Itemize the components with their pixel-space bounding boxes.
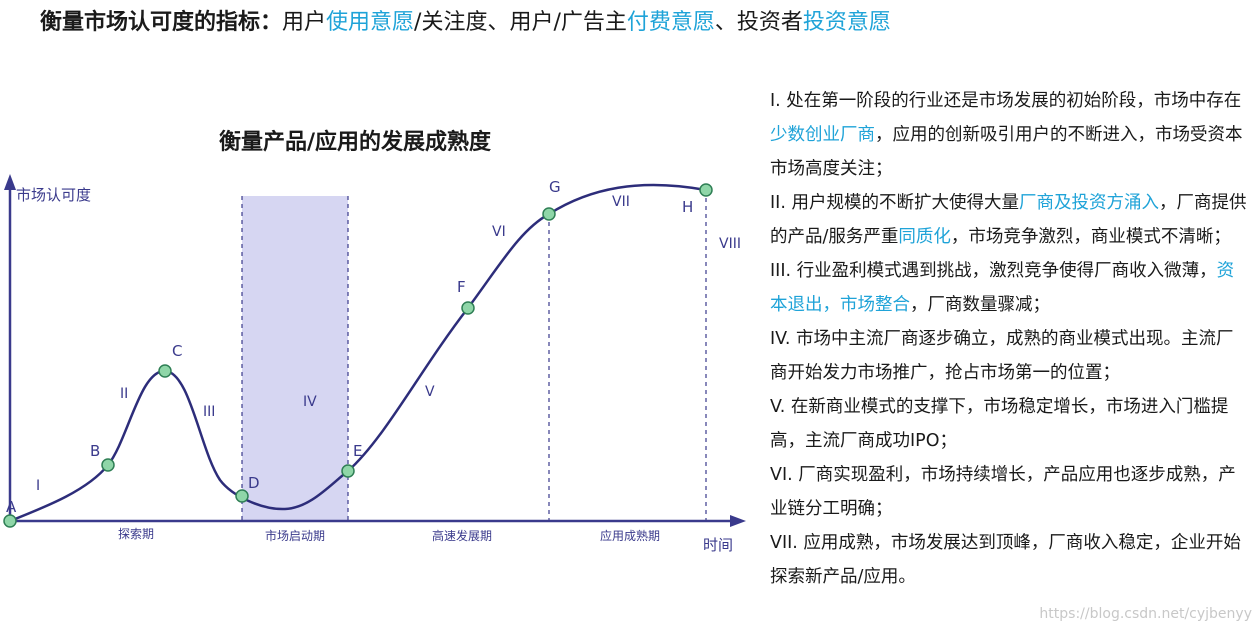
stage-note: III. 行业盈利模式遇到挑战，激烈竞争使得厂商收入微薄，资本退出，市场整合，厂… (770, 254, 1248, 322)
point-label: D (248, 474, 260, 492)
maturity-curve-diagram: 市场认可度 时间 探索期 市场启动期 高速发展期 应用成熟期 A B C D E… (3, 174, 746, 554)
watermark: https://blog.csdn.net/cyjbenyy (1039, 606, 1252, 622)
stage-note: VI. 厂商实现盈利，市场持续增长，产品应用也逐步成熟，产业链分工明确； (770, 458, 1248, 526)
stage-note: I. 处在第一阶段的行业还是市场发展的初始阶段，市场中存在少数创业厂商，应用的创… (770, 84, 1248, 186)
stage-label: III (203, 404, 215, 420)
headline-part-highlight: 投资意愿 (802, 10, 891, 35)
headline: 衡量市场认可度的指标：用户使用意愿/关注度、用户/广告主付费意愿、投资者投资意愿 (40, 6, 891, 40)
stage-note: II. 用户规模的不断扩大使得大量厂商及投资方涌入，厂商提供的产品/服务严重同质… (770, 186, 1248, 254)
note-text: ，市场竞争激烈，商业模式不清晰； (950, 227, 1231, 247)
stage-label: II (120, 386, 128, 402)
note-text: ，厂商数量骤减； (910, 295, 1050, 315)
note-text: VI. 厂商实现盈利，市场持续增长，产品应用也逐步成熟，产业链分工明确； (770, 465, 1236, 519)
headline-part-highlight: 付费意愿 (626, 10, 715, 35)
note-text: VII. 应用成熟，市场发展达到顶峰，厂商收入稳定，企业开始探索新产品/应用。 (770, 533, 1241, 587)
note-text: I. 处在第一阶段的行业还是市场发展的初始阶段，市场中存在 (770, 91, 1242, 111)
stage-note: V. 在新商业模式的支撑下，市场稳定增长，市场进入门槛提高，主流厂商成功IPO； (770, 390, 1248, 458)
y-axis-arrow-icon (4, 174, 16, 190)
node-a (3, 514, 17, 528)
point-label: A (6, 498, 17, 516)
headline-part: 用户 (282, 10, 327, 35)
node-f (461, 301, 475, 315)
point-label: H (682, 198, 693, 216)
note-highlight: 厂商及投资方涌入 (1018, 193, 1159, 213)
point-labels: A B C D E F G H (6, 178, 693, 516)
node-e (341, 464, 355, 478)
stage-labels: I II III IV V VI VII VIII (36, 194, 741, 494)
y-axis-label: 市场认可度 (16, 186, 91, 204)
node-c (158, 364, 172, 378)
stage-label: VI (492, 224, 506, 240)
x-axis-arrow-icon (730, 515, 746, 527)
point-label: E (353, 442, 362, 460)
headline-part: 、投资者 (714, 10, 803, 35)
stage-label: VIII (719, 236, 741, 252)
headline-lead: 衡量市场认可度的指标： (40, 10, 283, 35)
diagram-title: 衡量产品/应用的发展成熟度 (218, 130, 492, 155)
point-label: F (457, 278, 466, 296)
phase-label: 市场启动期 (265, 528, 325, 543)
headline-part-highlight: 使用意愿 (326, 10, 415, 35)
curve-nodes (3, 183, 713, 528)
note-highlight: 少数创业厂商 (770, 125, 875, 145)
note-highlight: 资本退出，市场整合 (770, 261, 1235, 315)
stage-label: IV (303, 394, 317, 410)
stage-label: V (425, 384, 435, 400)
market-launch-band (242, 196, 348, 520)
note-text: V. 在新商业模式的支撑下，市场稳定增长，市场进入门槛提高，主流厂商成功IPO； (770, 397, 1229, 451)
note-highlight: 同质化 (898, 227, 951, 247)
phase-label: 探索期 (118, 527, 154, 541)
note-text: II. 用户规模的不断扩大使得大量 (770, 193, 1019, 213)
node-g (542, 207, 556, 221)
point-label: G (549, 178, 561, 196)
x-axis-label: 时间 (703, 536, 733, 554)
stage-note: IV. 市场中主流厂商逐步确立，成熟的商业模式出现。主流厂商开始发力市场推广，抢… (770, 322, 1248, 390)
stage-notes: I. 处在第一阶段的行业还是市场发展的初始阶段，市场中存在少数创业厂商，应用的创… (770, 84, 1248, 594)
point-label: B (90, 442, 100, 460)
note-text: IV. 市场中主流厂商逐步确立，成熟的商业模式出现。主流厂商开始发力市场推广，抢… (770, 329, 1234, 383)
stage-label: VII (612, 194, 630, 210)
note-text: ，厂商提供的产品/服务严重 (770, 193, 1247, 247)
phase-label: 高速发展期 (432, 528, 492, 543)
node-h (699, 183, 713, 197)
note-text: III. 行业盈利模式遇到挑战，激烈竞争使得厂商收入微薄， (770, 261, 1217, 281)
headline-part: /关注度、用户/广告主 (414, 10, 627, 35)
stage-note: VII. 应用成熟，市场发展达到顶峰，厂商收入稳定，企业开始探索新产品/应用。 (770, 526, 1248, 594)
stage-label: I (36, 478, 40, 494)
maturity-curve (9, 183, 707, 523)
phase-label: 应用成熟期 (600, 528, 660, 543)
node-d (235, 489, 249, 503)
point-label: C (172, 342, 182, 360)
note-text: ，应用的创新吸引用户的不断进入，市场受资本市场高度关注； (770, 125, 1243, 179)
node-b (101, 458, 115, 472)
